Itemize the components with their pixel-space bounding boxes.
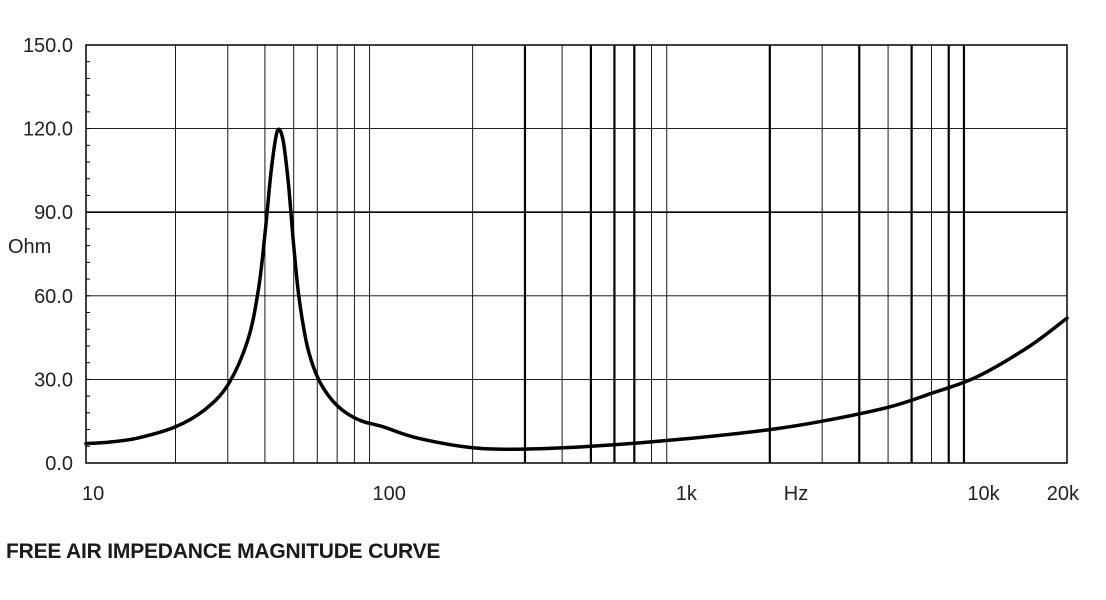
y-tick-label: 120.0 <box>23 119 73 141</box>
x-tick-label: 20k <box>1047 483 1080 505</box>
x-axis-label: Hz <box>784 483 808 505</box>
y-tick-label: 90.0 <box>34 202 73 224</box>
x-tick-label: 100 <box>372 483 405 505</box>
y-axis-label: Ohm <box>8 236 51 258</box>
major-grid <box>86 44 1067 464</box>
y-tick-label: 0.0 <box>45 453 73 475</box>
y-tick-label: 30.0 <box>34 369 73 391</box>
x-tick-label: 10k <box>967 483 1000 505</box>
impedance-curve <box>84 127 1069 451</box>
x-tick-label: 10 <box>82 483 104 505</box>
x-tick-label: 1k <box>676 483 698 505</box>
y-tick-labels: 0.0 30.0 60.0 90.0 120.0 150.0 <box>23 35 73 475</box>
plot-frame <box>85 44 1068 464</box>
y-tick-label: 150.0 <box>23 35 73 57</box>
y-tick-label: 60.0 <box>34 286 73 308</box>
chart-title: FREE AIR IMPEDANCE MAGNITUDE CURVE <box>6 540 441 563</box>
x-tick-labels: 10 100 1k 10k 20k <box>82 483 1080 505</box>
